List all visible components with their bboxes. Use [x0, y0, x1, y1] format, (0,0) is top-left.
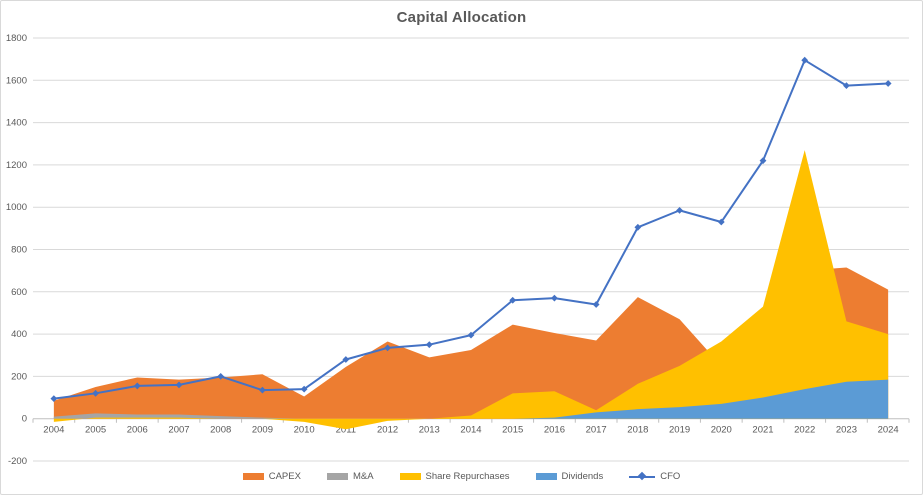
x-axis-label: 2019	[669, 425, 690, 436]
legend-label: Dividends	[561, 471, 604, 482]
cfo-marker	[384, 344, 391, 352]
x-axis-label: 2007	[168, 425, 189, 436]
cfo-marker	[884, 80, 892, 87]
y-axis-label: 1600	[6, 75, 27, 86]
x-axis-label: 2015	[502, 425, 523, 436]
area-series-dividends[interactable]	[53, 379, 889, 419]
x-axis-label: 2021	[752, 425, 773, 436]
cfo-legend-marker	[629, 471, 656, 481]
cfo-marker	[592, 301, 600, 308]
cfo-marker	[175, 381, 183, 389]
cfo-marker	[259, 386, 266, 394]
cfo-marker	[217, 373, 225, 380]
x-axis-label: 2016	[544, 425, 565, 436]
capex-legend-swatch	[242, 473, 264, 480]
y-axis-label: 600	[11, 287, 27, 298]
x-axis-label: 2009	[252, 425, 273, 436]
y-axis-label: 0	[22, 414, 27, 425]
x-axis-label: 2020	[711, 425, 732, 436]
m-a-legend-swatch	[326, 473, 348, 480]
x-axis-label: 2011	[336, 425, 356, 436]
cfo-marker	[92, 389, 99, 397]
cfo-marker	[425, 341, 433, 349]
line-series-cfo[interactable]	[50, 56, 892, 403]
cfo-marker	[509, 296, 517, 304]
cfo-marker	[467, 331, 475, 339]
cfo-marker	[634, 223, 642, 231]
y-axis-label: 200	[11, 371, 27, 382]
x-axis-label: 2013	[419, 425, 440, 436]
x-axis-label: 2005	[85, 425, 106, 436]
cfo-marker	[133, 382, 141, 390]
cfo-marker	[342, 356, 350, 363]
x-axis-label: 2018	[627, 425, 648, 436]
cfo-marker	[759, 157, 767, 165]
x-axis-label: 2017	[586, 425, 607, 436]
cfo-marker	[551, 294, 558, 302]
y-axis-label: 1200	[6, 160, 27, 171]
legend-item-cfo[interactable]: CFO	[629, 471, 680, 482]
legend-label: CAPEX	[268, 471, 301, 482]
chart-title: Capital Allocation	[396, 9, 527, 26]
y-axis-label: 1400	[6, 118, 27, 129]
y-axis-label: -200	[8, 456, 27, 467]
legend-item-m-a[interactable]: M&A	[326, 471, 374, 482]
x-axis-label: 2024	[878, 425, 899, 436]
y-axis-labels: -200 0 200 400 600 800 1000 1200 1400 1600 1800	[6, 33, 27, 467]
x-axis-label: 2023	[836, 425, 857, 436]
x-axis-label: 2004	[43, 425, 64, 436]
x-axis-label: 2006	[127, 425, 148, 436]
y-axis-label: 1800	[6, 33, 27, 44]
dividends-legend-swatch	[535, 473, 557, 480]
cfo-marker	[676, 206, 683, 214]
cfo-marker	[300, 385, 308, 393]
cfo-marker	[50, 395, 58, 403]
cfo-marker	[717, 218, 725, 226]
cfo-marker	[801, 56, 809, 64]
x-axis-label: 2014	[460, 425, 481, 436]
legend-label: CFO	[660, 471, 681, 482]
chart-legend: CAPEX M&A Share Repurchases Dividends CFO	[1, 471, 922, 482]
legend-item-dividends[interactable]: Dividends	[535, 471, 604, 482]
x-axis-label: 2010	[294, 425, 315, 436]
cfo-marker	[843, 82, 850, 89]
legend-item-capex[interactable]: CAPEX	[242, 471, 301, 482]
legend-label: Share Repurchases	[425, 471, 510, 482]
y-axis-label: 800	[11, 245, 27, 256]
y-axis-label: 400	[11, 329, 27, 340]
x-axis: 2004 2005 2006 2007 2008 2009 2010 2011 2012 2013…	[32, 418, 910, 436]
legend-item-share-repurchases[interactable]: Share Repurchases	[399, 471, 510, 482]
x-axis-label: 2008	[210, 425, 231, 436]
x-axis-label: 2012	[377, 425, 398, 436]
share-repurchases-legend-swatch	[399, 473, 421, 480]
y-axis-label: 1000	[6, 202, 27, 213]
legend-label: M&A	[352, 471, 374, 482]
x-axis-label: 2022	[794, 425, 815, 436]
